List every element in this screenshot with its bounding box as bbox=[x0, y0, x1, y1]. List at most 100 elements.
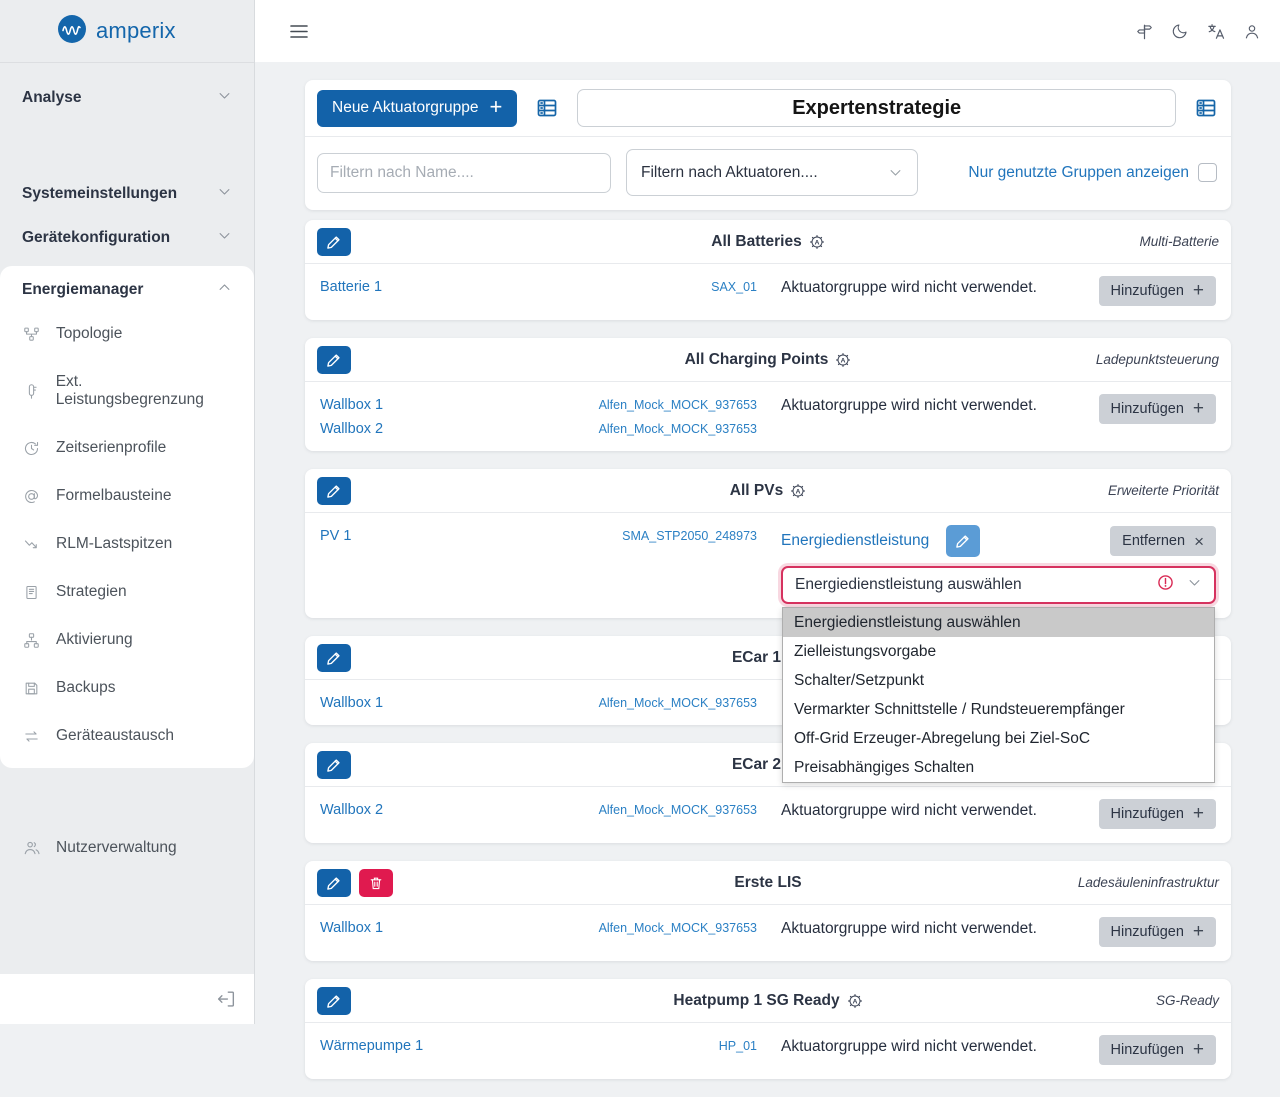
plus-icon: + bbox=[1192, 921, 1204, 942]
device-link[interactable]: Wallbox 2 bbox=[320, 802, 384, 818]
show-used-groups-checkbox[interactable] bbox=[1198, 163, 1217, 182]
group-list-view-button[interactable] bbox=[534, 96, 560, 120]
add-button-label: Hinzufügen bbox=[1110, 924, 1184, 940]
device-link[interactable]: Wallbox 2 bbox=[320, 421, 384, 437]
automatic-badge-icon[interactable]: A bbox=[835, 352, 851, 368]
device-link[interactable]: Wallbox 1 bbox=[320, 695, 384, 711]
delete-group-button[interactable] bbox=[359, 868, 393, 897]
language-button[interactable] bbox=[1206, 22, 1226, 41]
sidebar-section-analyse[interactable]: Analyse bbox=[0, 76, 254, 120]
group-status-text: Aktuatorgruppe wird nicht verwendet. bbox=[781, 397, 1037, 414]
sidebar-item-geraeteaustausch[interactable]: Geräteaustausch bbox=[0, 712, 254, 760]
select-option[interactable]: Vermarkter Schnittstelle / Rundsteueremp… bbox=[794, 701, 1125, 718]
device-row: Batterie 1 SAX_01 bbox=[320, 279, 757, 295]
sidebar-item-backups[interactable]: Backups bbox=[0, 664, 254, 712]
svg-text:A: A bbox=[841, 357, 846, 364]
menu-toggle-button[interactable] bbox=[287, 21, 311, 42]
add-button[interactable]: Hinzufügen + bbox=[1098, 1035, 1216, 1065]
timeseries-icon bbox=[22, 440, 41, 457]
sidebar-item-strategien[interactable]: Strategien bbox=[0, 568, 254, 616]
select-option[interactable]: Energiedienstleistung auswählen bbox=[783, 608, 1214, 637]
add-button[interactable]: Hinzufügen + bbox=[1098, 799, 1216, 829]
device-id-link[interactable]: Alfen_Mock_MOCK_937653 bbox=[598, 921, 757, 935]
add-button[interactable]: Hinzufügen + bbox=[1098, 394, 1216, 424]
sidebar-item-topologie[interactable]: Topologie bbox=[0, 310, 254, 358]
sidebar-item-ext-leistungsbegrenzung[interactable]: Ext. Leistungsbegrenzung bbox=[0, 358, 254, 424]
sidebar-item-label: Ext. Leistungsbegrenzung bbox=[55, 373, 204, 408]
strategy-title-input[interactable] bbox=[577, 89, 1176, 127]
sidebar-section-label: Analyse bbox=[22, 89, 82, 106]
show-used-groups-label: Nur genutzte Gruppen anzeigen bbox=[968, 163, 1189, 181]
filter-actuators-select[interactable]: Filtern nach Aktuatoren.... bbox=[626, 149, 918, 196]
edit-group-button[interactable] bbox=[317, 868, 351, 897]
sidebar-item-formelbausteine[interactable]: Formelbausteine bbox=[0, 472, 254, 520]
sidebar-section-geraetekonfiguration[interactable]: Gerätekonfiguration bbox=[0, 216, 254, 260]
app-logo[interactable]: amperix bbox=[0, 0, 254, 63]
automatic-badge-icon[interactable]: A bbox=[847, 993, 863, 1009]
device-id-link[interactable]: Alfen_Mock_MOCK_937653 bbox=[598, 803, 757, 817]
activation-icon bbox=[22, 632, 41, 649]
energy-service-link[interactable]: Energiedienstleistung bbox=[781, 532, 930, 549]
chevron-down-icon bbox=[217, 184, 232, 204]
error-icon bbox=[1157, 574, 1174, 596]
select-option[interactable]: Schalter/Setzpunkt bbox=[794, 672, 925, 689]
user-button[interactable] bbox=[1243, 22, 1261, 41]
select-option[interactable]: Off-Grid Erzeuger-Abregelung bei Ziel-So… bbox=[794, 730, 1091, 747]
sidebar-item-zeitserienprofile[interactable]: Zeitserienprofile bbox=[0, 424, 254, 472]
topology-icon bbox=[22, 326, 41, 343]
device-id-link[interactable]: HP_01 bbox=[718, 1039, 757, 1053]
sidebar-section-label: Systemeinstellungen bbox=[22, 185, 178, 202]
edit-group-button[interactable] bbox=[317, 476, 351, 505]
device-link[interactable]: Wallbox 1 bbox=[320, 920, 384, 936]
chevron-down-icon bbox=[1187, 575, 1202, 595]
add-button[interactable]: Hinzufügen + bbox=[1098, 276, 1216, 306]
group-type-label: Multi-Batterie bbox=[1139, 234, 1219, 249]
svg-text:A: A bbox=[814, 239, 819, 246]
strategy-toolbar: Neue Aktuatorgruppe + Filtern nach Aktua… bbox=[305, 80, 1231, 210]
remove-button[interactable]: Entfernen × bbox=[1110, 526, 1216, 556]
sidebar: amperix Analyse Systemeinstellungen Geräte… bbox=[0, 0, 255, 1024]
sidebar-item-nutzerverwaltung[interactable]: Nutzerverwaltung bbox=[0, 824, 254, 872]
edit-group-button[interactable] bbox=[317, 643, 351, 672]
device-id-link[interactable]: Alfen_Mock_MOCK_937653 bbox=[598, 398, 757, 412]
actuator-group-card-heatpump-1-sg-ready: Heatpump 1 SG Ready A SG-Ready Wärmepumpe 1… bbox=[305, 979, 1231, 1079]
collapse-sidebar-button[interactable] bbox=[213, 986, 239, 1012]
toolbar-row-top: Neue Aktuatorgruppe + bbox=[305, 80, 1231, 137]
edit-group-button[interactable] bbox=[317, 986, 351, 1015]
device-id-link[interactable]: Alfen_Mock_MOCK_937653 bbox=[598, 696, 757, 710]
signpost-button[interactable] bbox=[1135, 22, 1154, 41]
add-button-label: Hinzufügen bbox=[1110, 806, 1184, 822]
sidebar-item-aktivierung[interactable]: Aktivierung bbox=[0, 616, 254, 664]
device-link[interactable]: Batterie 1 bbox=[320, 279, 383, 295]
device-row: Wärmepumpe 1 HP_01 bbox=[320, 1038, 757, 1054]
sidebar-item-label: Formelbausteine bbox=[56, 487, 172, 504]
sidebar-section-systemeinstellungen[interactable]: Systemeinstellungen bbox=[0, 172, 254, 216]
edit-group-button[interactable] bbox=[317, 227, 351, 256]
sidebar-section-header-energiemanager[interactable]: Energiemanager bbox=[0, 266, 254, 310]
select-option[interactable]: Preisabhängiges Schalten bbox=[794, 759, 975, 776]
energy-service-select[interactable]: Energiedienstleistung auswählen bbox=[781, 566, 1216, 604]
edit-group-button[interactable] bbox=[317, 345, 351, 374]
edit-group-button[interactable] bbox=[317, 750, 351, 779]
strategy-list-view-button[interactable] bbox=[1193, 96, 1219, 120]
user-icon bbox=[1243, 22, 1261, 41]
device-id-link[interactable]: Alfen_Mock_MOCK_937653 bbox=[598, 422, 757, 436]
edit-service-button[interactable] bbox=[946, 525, 981, 557]
add-button[interactable]: Hinzufügen + bbox=[1098, 917, 1216, 947]
automatic-badge-icon[interactable]: A bbox=[809, 234, 825, 250]
filter-name-input[interactable] bbox=[317, 152, 611, 193]
device-id-link[interactable]: SAX_01 bbox=[711, 280, 757, 294]
device-row: PV 1 SMA_STP2050_248973 bbox=[320, 528, 757, 544]
device-row: Wallbox 1 Alfen_Mock_MOCK_937653 bbox=[320, 397, 757, 413]
moon-button[interactable] bbox=[1171, 22, 1189, 40]
moon-icon bbox=[1171, 22, 1189, 40]
select-option[interactable]: Zielleistungsvorgabe bbox=[794, 643, 937, 660]
device-id-link[interactable]: SMA_STP2050_248973 bbox=[622, 529, 757, 543]
sidebar-item-label: Backups bbox=[56, 679, 116, 696]
sidebar-item-rlm-lastspitzen[interactable]: RLM-Lastspitzen bbox=[0, 520, 254, 568]
device-link[interactable]: PV 1 bbox=[320, 528, 352, 544]
device-link[interactable]: Wallbox 1 bbox=[320, 397, 384, 413]
automatic-badge-icon[interactable]: A bbox=[790, 483, 806, 499]
device-link[interactable]: Wärmepumpe 1 bbox=[320, 1038, 424, 1054]
new-actuator-group-button[interactable]: Neue Aktuatorgruppe + bbox=[317, 89, 518, 127]
